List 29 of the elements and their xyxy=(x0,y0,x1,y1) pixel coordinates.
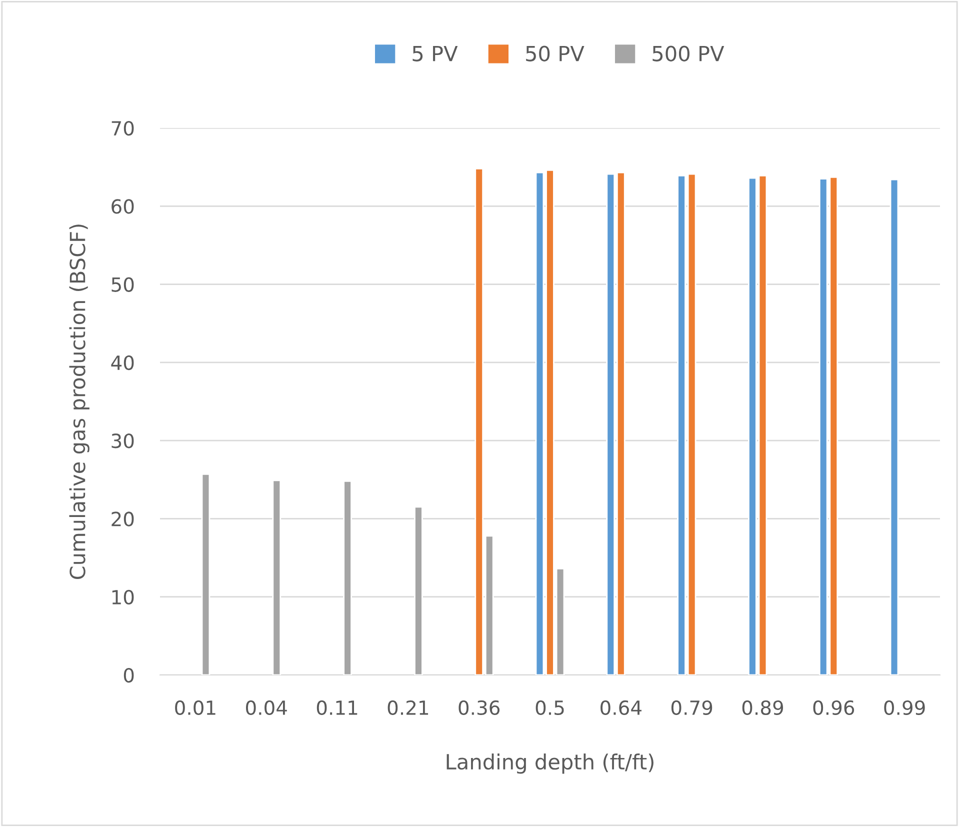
y-tick-label: 30 xyxy=(112,434,134,448)
x-tick-label: 0.89 xyxy=(742,700,784,716)
x-tick-label: 0.01 xyxy=(175,700,216,716)
y-tick-label: 0 xyxy=(124,668,134,683)
bar xyxy=(201,473,210,675)
x-tick-label: 0.36 xyxy=(458,700,500,716)
y-tick-label: 70 xyxy=(112,120,134,136)
y-tick-label: 10 xyxy=(112,590,134,605)
x-tick-label: 0.96 xyxy=(813,700,854,716)
y-tick-label: 20 xyxy=(112,512,134,526)
y-tick-label: 40 xyxy=(111,355,134,370)
x-tick-label: 0.04 xyxy=(246,700,287,716)
x-axis-title: Landing depth (ft/ft) xyxy=(446,754,654,774)
y-axis-title: Cumulative gas production (BSCF) xyxy=(69,224,90,580)
x-tick-label: 0.5 xyxy=(536,700,564,716)
bar xyxy=(414,506,423,675)
x-tick-label: 0.64 xyxy=(600,700,642,716)
legend-label: 5 PV xyxy=(412,46,458,62)
bar xyxy=(272,480,282,675)
legend-label: 50 PV xyxy=(526,46,584,62)
bar xyxy=(343,480,352,675)
x-tick-label: 0.79 xyxy=(671,700,712,716)
legend-label: 500 PV xyxy=(652,46,724,62)
y-tick-label: 60 xyxy=(112,199,134,214)
x-tick-label: 0.21 xyxy=(388,700,428,716)
bar xyxy=(890,178,899,675)
x-tick-label: 0.11 xyxy=(316,700,358,716)
x-tick-label: 0.99 xyxy=(884,700,925,716)
y-tick-label: 50 xyxy=(112,277,134,292)
